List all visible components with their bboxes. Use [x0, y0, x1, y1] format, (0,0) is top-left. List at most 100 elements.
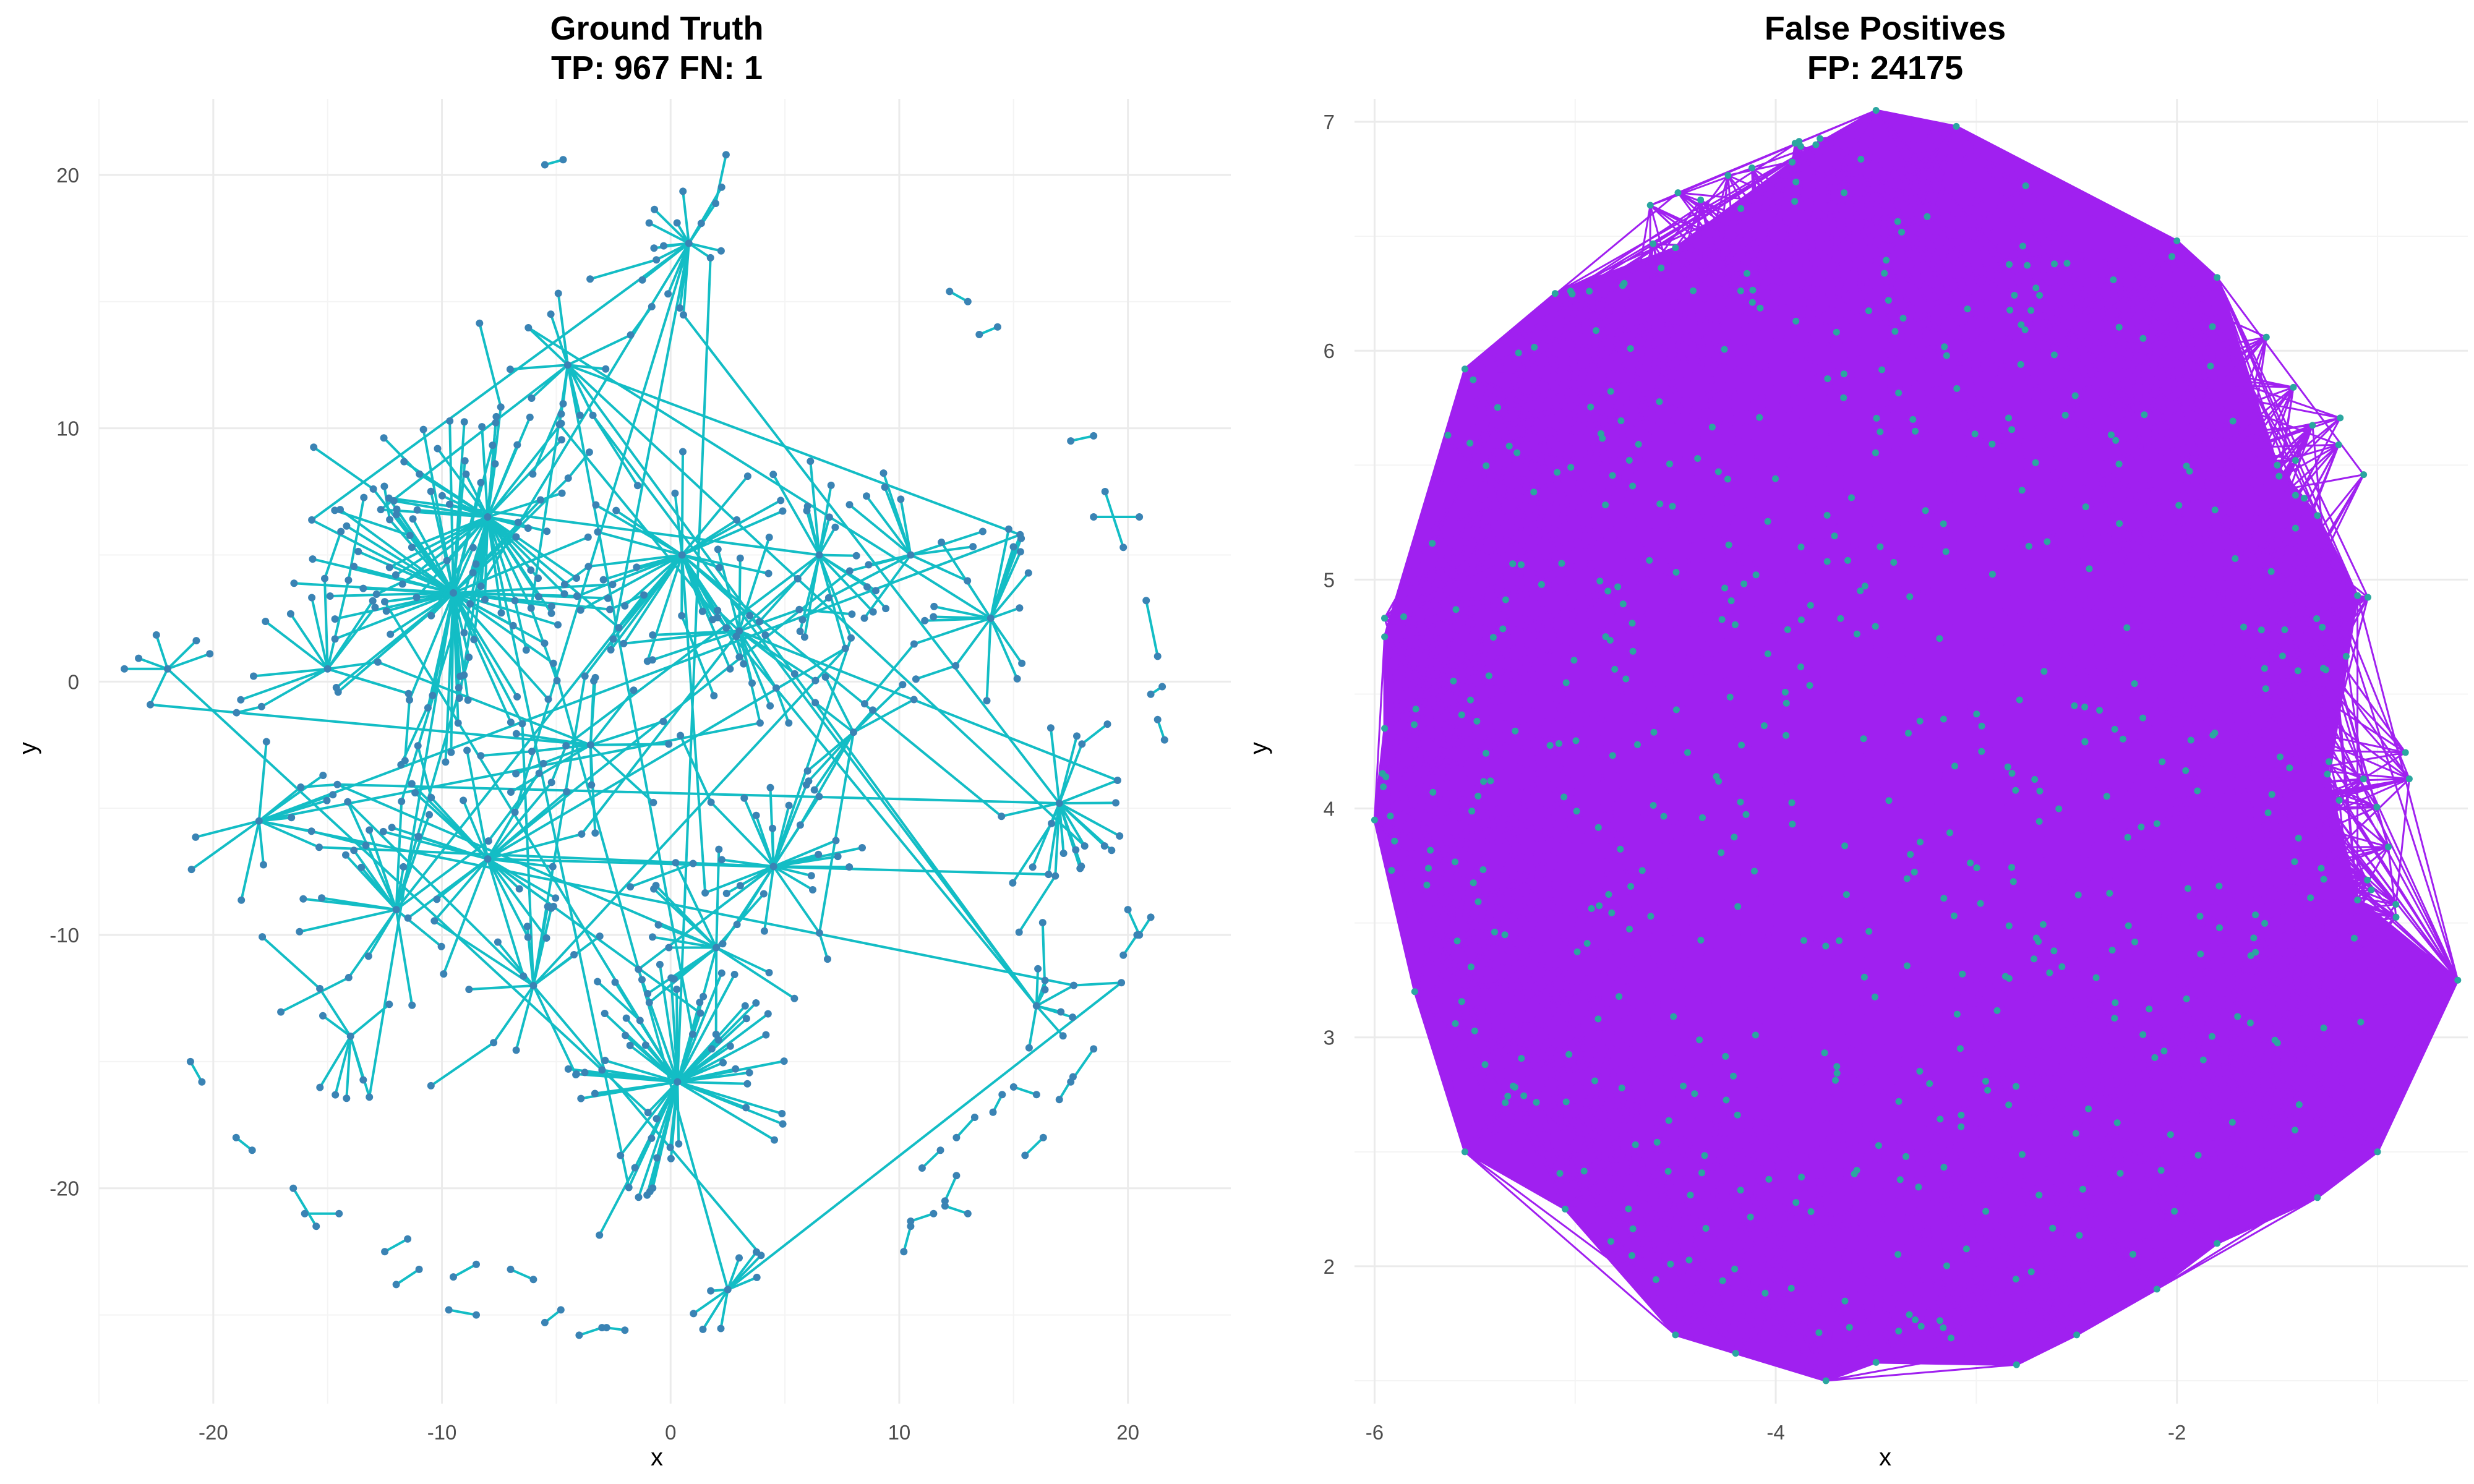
network-node [237, 696, 245, 704]
network-node [1660, 812, 1667, 820]
network-node [491, 460, 499, 468]
network-node [1772, 475, 1779, 482]
network-node [845, 863, 854, 871]
network-node [343, 1094, 351, 1102]
network-edge [853, 698, 915, 734]
network-edge [367, 909, 398, 957]
network-edge [1036, 1004, 1061, 1013]
network-edge [824, 676, 855, 733]
network-edge [430, 1041, 495, 1087]
network-node [331, 615, 339, 623]
network-node [380, 482, 388, 490]
network-edge [738, 630, 771, 707]
network-node [653, 1154, 661, 1162]
network-node [542, 934, 550, 942]
network-edge [289, 613, 329, 670]
network-node [238, 896, 246, 904]
network-node [1906, 1311, 1913, 1318]
network-edge [677, 1013, 769, 1083]
network-node [1471, 1027, 1478, 1034]
network-node [714, 613, 722, 621]
network-edge [715, 893, 765, 949]
network-node [447, 748, 455, 756]
network-edge [403, 699, 411, 761]
network-node [1467, 963, 1475, 971]
x-tick-label: -2 [2168, 1421, 2186, 1444]
network-edge [863, 643, 915, 705]
network-node [2209, 323, 2216, 330]
network-node [717, 183, 726, 191]
network-node [381, 1248, 389, 1256]
network-node [2234, 1013, 2241, 1020]
network-node [443, 556, 451, 565]
network-node [465, 986, 473, 994]
network-edge [580, 553, 683, 612]
network-node [572, 1071, 580, 1078]
network-node [1569, 291, 1576, 297]
network-node [665, 944, 673, 952]
network-node [696, 999, 704, 1007]
network-edge [758, 554, 820, 623]
network-edge [670, 978, 679, 1082]
network-edge [623, 629, 740, 645]
network-node [560, 581, 568, 588]
network-edge [486, 516, 516, 602]
network-edge [1035, 979, 1047, 1007]
network-node [740, 660, 748, 668]
network-node [427, 612, 435, 620]
network-node [635, 965, 643, 973]
network-node [1963, 1245, 1970, 1253]
network-edge [773, 865, 814, 891]
network-edge [863, 554, 912, 619]
network-edge [258, 786, 302, 822]
network-node [1499, 625, 1507, 633]
network-node [1468, 808, 1476, 815]
network-node [1719, 1277, 1726, 1284]
network-edge [486, 422, 497, 518]
network-edge [515, 985, 535, 1051]
network-node [1940, 1164, 1948, 1171]
network-node [1875, 1142, 1882, 1149]
network-node [2050, 351, 2058, 359]
network-node [509, 621, 517, 629]
network-edge [799, 608, 852, 616]
network-edge [301, 783, 338, 788]
network-node [1558, 560, 1565, 567]
network-edge [452, 592, 518, 697]
network-edge [189, 1060, 203, 1083]
network-node [743, 472, 751, 480]
network-node [434, 445, 442, 453]
network-edge [584, 638, 615, 677]
network-node [529, 982, 537, 989]
network-node [290, 579, 298, 587]
network-node [1147, 913, 1155, 921]
network-node [1841, 842, 1849, 850]
network-edge [166, 668, 649, 1114]
network-edge [814, 701, 855, 733]
network-node [1467, 696, 1474, 704]
y-tick-label: -10 [49, 924, 79, 947]
network-node [2022, 182, 2029, 189]
network-node [2146, 1005, 2153, 1013]
network-edge [532, 985, 577, 1075]
network-node [332, 1091, 340, 1099]
network-node [1942, 548, 1950, 555]
network-node [2119, 735, 2126, 743]
network-node [936, 1146, 944, 1154]
network-node [2008, 770, 2016, 777]
network-node [881, 483, 889, 491]
network-node [1090, 513, 1098, 521]
network-node [554, 289, 562, 297]
network-node [719, 940, 727, 948]
network-node [430, 917, 439, 925]
network-node [477, 582, 485, 590]
network-edge [236, 705, 262, 714]
network-node [455, 694, 463, 702]
network-node [1783, 731, 1790, 739]
network-node [700, 992, 708, 1000]
network-node [1602, 501, 1609, 509]
network-node [2031, 776, 2039, 783]
network-node [1800, 937, 1807, 944]
network-node [2196, 913, 2204, 920]
network-node [631, 1164, 639, 1172]
